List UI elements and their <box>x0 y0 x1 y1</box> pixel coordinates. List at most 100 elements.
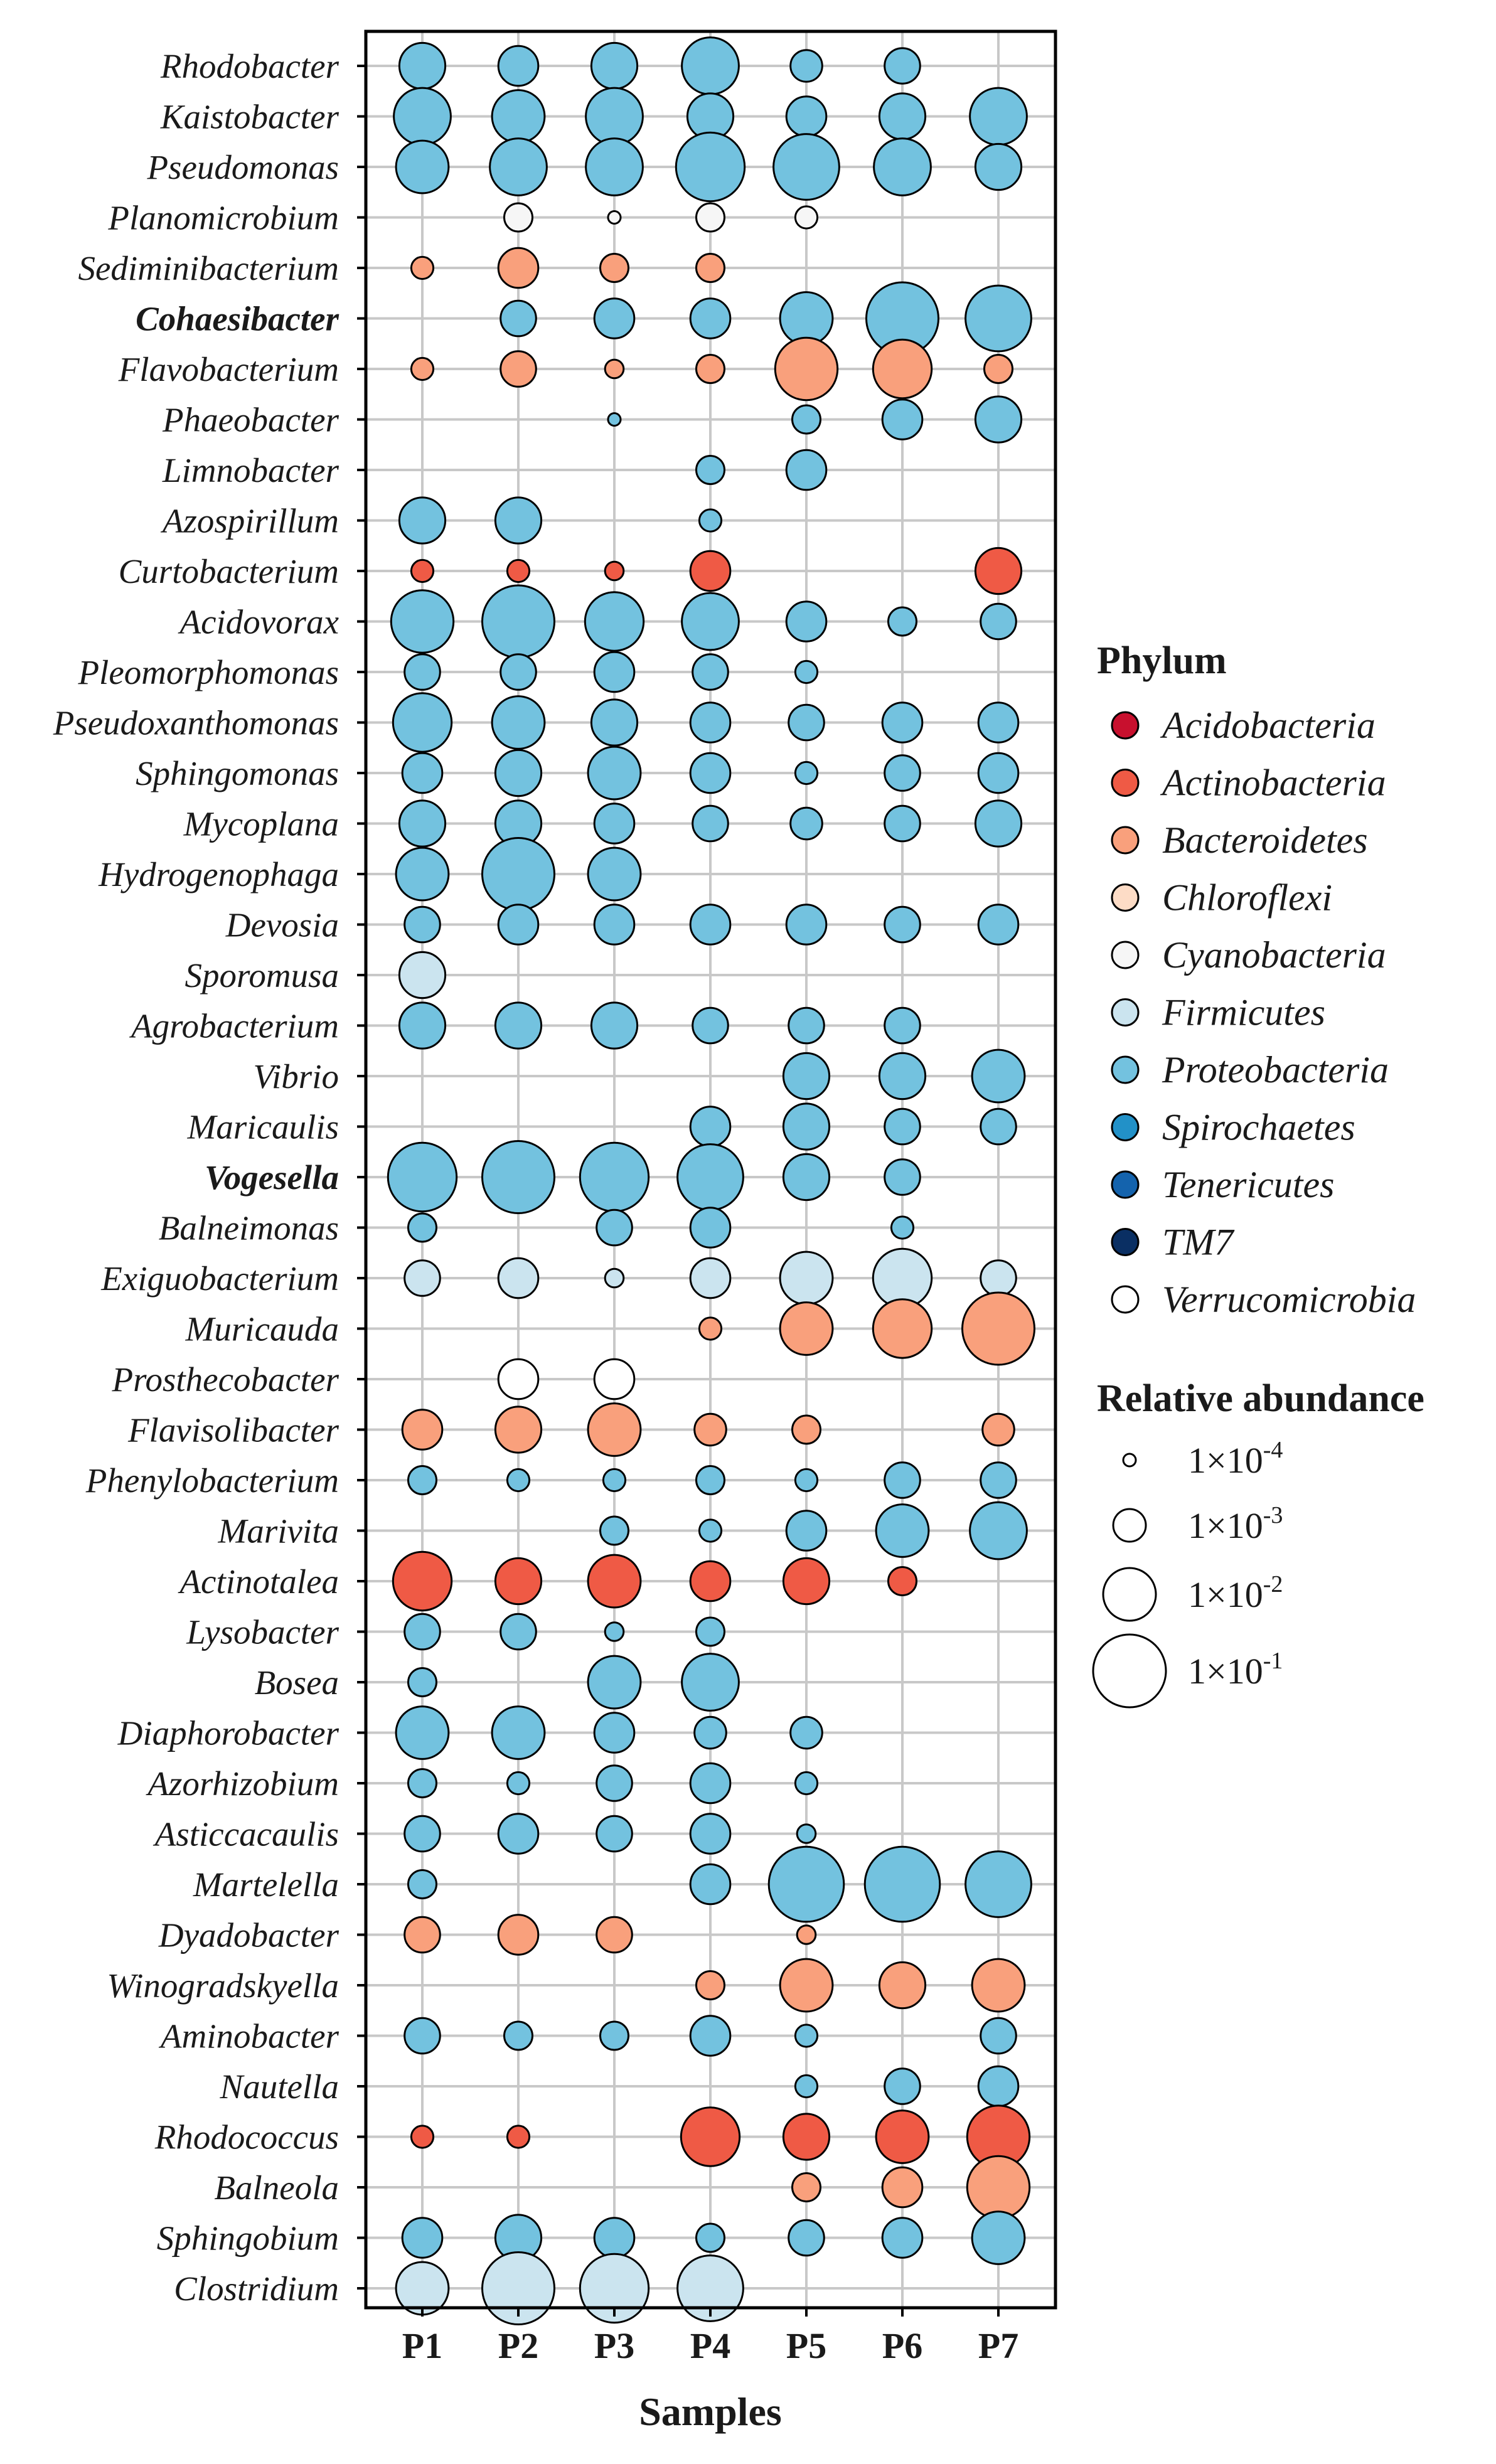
legend-size-label: 1×10-3 <box>1188 1502 1283 1546</box>
bubble-point <box>689 1813 732 1855</box>
bubble-point <box>590 1001 639 1050</box>
bubble-point <box>494 749 543 797</box>
bubble-point <box>980 602 1017 641</box>
y-tick-label: Vogesella <box>205 1158 339 1197</box>
bubble-point <box>489 137 548 196</box>
bubble-point <box>794 659 819 685</box>
bubble-point <box>881 701 924 744</box>
bubble-point <box>878 1961 927 2010</box>
y-tick-label: Rhodobacter <box>160 47 339 85</box>
bubble-point <box>779 1251 834 1306</box>
bubble-point <box>500 350 537 388</box>
y-tick-label: Limnobacter <box>162 451 339 489</box>
legend-size-label: 1×10-4 <box>1188 1437 1283 1481</box>
bubble-point <box>884 47 921 85</box>
bubble-point <box>590 41 639 90</box>
legend-phylum-swatch <box>1111 1228 1140 1256</box>
bubble-point <box>398 496 447 545</box>
y-tick-label: Sphingomonas <box>136 754 339 792</box>
bubble-point <box>398 41 447 90</box>
bubble-point <box>788 1006 825 1045</box>
y-tick-label: Curtobacterium <box>119 552 339 590</box>
bubble-point <box>506 1468 531 1493</box>
bubble-point <box>491 89 546 144</box>
bubble-point <box>788 2219 825 2257</box>
y-tick-label: Phenylobacterium <box>85 1461 339 1500</box>
bubble-point <box>689 904 732 946</box>
y-tick-label: Maricaulis <box>187 1108 339 1146</box>
bubble-point <box>966 2155 1031 2220</box>
legend-phylum-label: Acidobacteria <box>1160 705 1376 746</box>
bubble-point <box>403 905 441 944</box>
bubble-point <box>497 45 540 87</box>
bubble-point <box>497 247 540 289</box>
bubble-point <box>789 806 823 841</box>
y-tick-label: Bosea <box>255 1663 339 1702</box>
bubble-point <box>884 2067 921 2105</box>
bubble-point <box>675 131 746 203</box>
bubble-point <box>596 1208 633 1247</box>
x-tick-label: P7 <box>978 2325 1018 2366</box>
bubble-point <box>887 1566 917 1596</box>
bubble-point <box>491 1705 546 1760</box>
bubble-point <box>789 1715 823 1750</box>
bubble-point <box>981 1412 1015 1447</box>
y-tick-label: Dyadobacter <box>158 1916 339 1955</box>
bubble-point <box>785 95 828 137</box>
legend-phylum-label: Verrucomicrobia <box>1162 1279 1416 1320</box>
legend-size-circle <box>1112 1508 1147 1543</box>
bubble-point <box>395 846 450 902</box>
bubble-point <box>676 1143 744 1211</box>
bubble-point <box>593 651 636 693</box>
bubble-point <box>964 1850 1032 1918</box>
y-tick-label: Pseudoxanthomonas <box>53 704 339 742</box>
bubble-point <box>593 1358 636 1400</box>
bubble-point <box>772 133 840 201</box>
bubble-point <box>695 1970 725 2000</box>
y-tick-label: Sporomusa <box>185 956 339 995</box>
bubble-point <box>796 1823 817 1844</box>
bubble-point <box>878 1052 927 1101</box>
bubble-point <box>403 653 441 691</box>
bubble-point <box>695 2222 725 2253</box>
bubble-point <box>695 1616 725 1647</box>
bubble-point <box>407 1667 437 1697</box>
bubble-point <box>875 1503 930 1558</box>
bubble-point <box>974 142 1023 191</box>
bubble-point <box>599 253 629 283</box>
bubble-point <box>971 1958 1026 2013</box>
legend-phylum-label: Bacteroidetes <box>1162 819 1368 861</box>
bubble-point <box>676 2254 744 2322</box>
y-tick-label: Clostridium <box>174 2269 339 2308</box>
bubble-point <box>587 846 642 902</box>
bubble-point <box>407 1465 437 1495</box>
legend-phylum-swatch <box>1111 1055 1140 1084</box>
bubble-point <box>782 1102 831 1151</box>
bubble-point <box>500 653 537 691</box>
bubble-point <box>398 951 447 1000</box>
y-tick-label: Sphingobium <box>157 2219 339 2258</box>
bubble-point <box>692 653 729 691</box>
y-tick-label: Mycoplana <box>183 805 339 843</box>
legend-phylum-label: Tenericutes <box>1162 1164 1334 1205</box>
bubble-point <box>596 1815 633 1853</box>
bubble-point <box>393 87 452 146</box>
bubble-point <box>503 202 533 233</box>
legend-phylum-label: Actinobacteria <box>1160 762 1386 804</box>
bubble-point <box>410 255 435 280</box>
y-tick-label: Martelella <box>193 1865 339 1904</box>
bubble-point <box>401 1409 444 1451</box>
y-tick-label: Marivita <box>218 1512 339 1550</box>
y-tick-label: Phaeobacter <box>162 401 339 439</box>
bubble-point <box>692 804 729 843</box>
bubble-point <box>506 558 531 584</box>
bubble-point <box>887 606 917 637</box>
bubble-point <box>689 701 732 744</box>
bubble-point <box>604 560 625 582</box>
bubble-point <box>392 1550 453 1612</box>
bubble-point <box>401 752 444 794</box>
bubble-point <box>794 1468 819 1493</box>
bubble-point <box>689 2015 732 2057</box>
bubble-point <box>782 2113 831 2161</box>
bubble-point <box>782 1153 831 1202</box>
